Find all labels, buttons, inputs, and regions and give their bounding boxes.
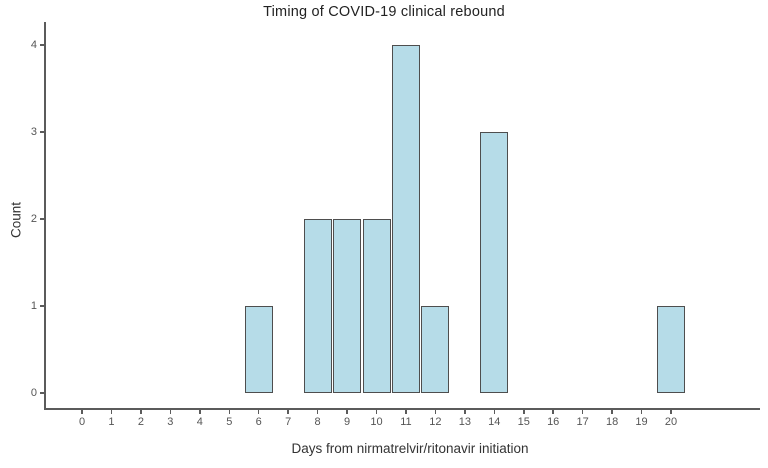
x-tick-label: 7 — [285, 416, 292, 428]
x-tick-label: 8 — [314, 416, 321, 428]
y-tick-mark — [40, 305, 44, 307]
x-tick-label: 13 — [458, 416, 471, 428]
histogram-bar-day-14 — [480, 132, 509, 393]
x-tick-label: 4 — [196, 416, 203, 428]
x-tick-mark — [670, 409, 672, 414]
x-tick-label: 19 — [635, 416, 648, 428]
x-tick-mark — [581, 409, 584, 414]
x-tick-label: 3 — [167, 416, 174, 428]
x-tick-label: 11 — [400, 416, 412, 428]
y-axis-line — [44, 22, 46, 409]
x-tick-label: 12 — [429, 416, 442, 428]
histogram-bar-day-12 — [421, 306, 450, 393]
x-tick-label: 15 — [517, 416, 530, 428]
histogram-bar-day-11 — [391, 45, 420, 393]
histogram-bar-day-20 — [657, 306, 685, 393]
x-tick-mark — [640, 409, 643, 414]
x-tick-label: 6 — [255, 416, 262, 428]
x-tick-mark — [611, 409, 613, 414]
x-tick-mark — [434, 409, 437, 414]
y-tick-label: 2 — [30, 212, 37, 225]
x-tick-label: 5 — [226, 416, 233, 428]
x-tick-label: 2 — [137, 416, 144, 428]
y-tick-mark — [40, 392, 44, 394]
y-tick-label: 1 — [30, 299, 37, 312]
x-tick-label: 14 — [488, 416, 501, 428]
x-tick-label: 0 — [78, 416, 86, 428]
x-tick-label: 9 — [343, 416, 351, 428]
x-tick-mark — [316, 409, 319, 414]
y-tick-mark — [40, 131, 44, 133]
x-axis-line — [44, 408, 760, 410]
x-tick-mark — [552, 409, 554, 414]
y-tick-mark — [40, 44, 44, 46]
x-tick-mark — [405, 409, 407, 414]
x-tick-mark — [169, 409, 172, 414]
histogram-bar-day-8 — [303, 219, 332, 393]
chart-title: Timing of COVID-19 clinical rebound — [263, 4, 505, 20]
x-axis-title: Days from nirmatrelvir/ritonavir initiat… — [291, 441, 529, 456]
y-tick-label: 3 — [30, 125, 37, 138]
x-tick-mark — [346, 409, 348, 414]
x-tick-label: 1 — [108, 416, 115, 428]
x-tick-mark — [375, 409, 378, 414]
x-tick-mark — [493, 409, 496, 414]
histogram-bar-day-9 — [333, 219, 362, 393]
y-tick-label: 4 — [30, 38, 37, 51]
y-tick-label: 0 — [30, 386, 37, 399]
x-tick-label: 16 — [547, 416, 560, 428]
x-tick-label: 20 — [664, 416, 678, 428]
x-tick-mark — [110, 409, 113, 414]
x-tick-label: 17 — [576, 416, 589, 428]
x-tick-mark — [464, 409, 466, 414]
x-tick-mark — [228, 409, 230, 414]
x-tick-mark — [140, 409, 142, 414]
x-tick-mark — [257, 409, 260, 414]
x-tick-mark — [523, 409, 525, 414]
histogram-bar-day-6 — [244, 306, 273, 393]
x-tick-mark — [287, 409, 289, 414]
x-tick-mark — [81, 409, 83, 414]
y-tick-mark — [40, 218, 44, 220]
x-tick-label: 10 — [370, 416, 383, 428]
histogram-bar-day-10 — [362, 219, 391, 393]
x-tick-mark — [199, 409, 201, 414]
x-tick-label: 18 — [605, 416, 619, 428]
